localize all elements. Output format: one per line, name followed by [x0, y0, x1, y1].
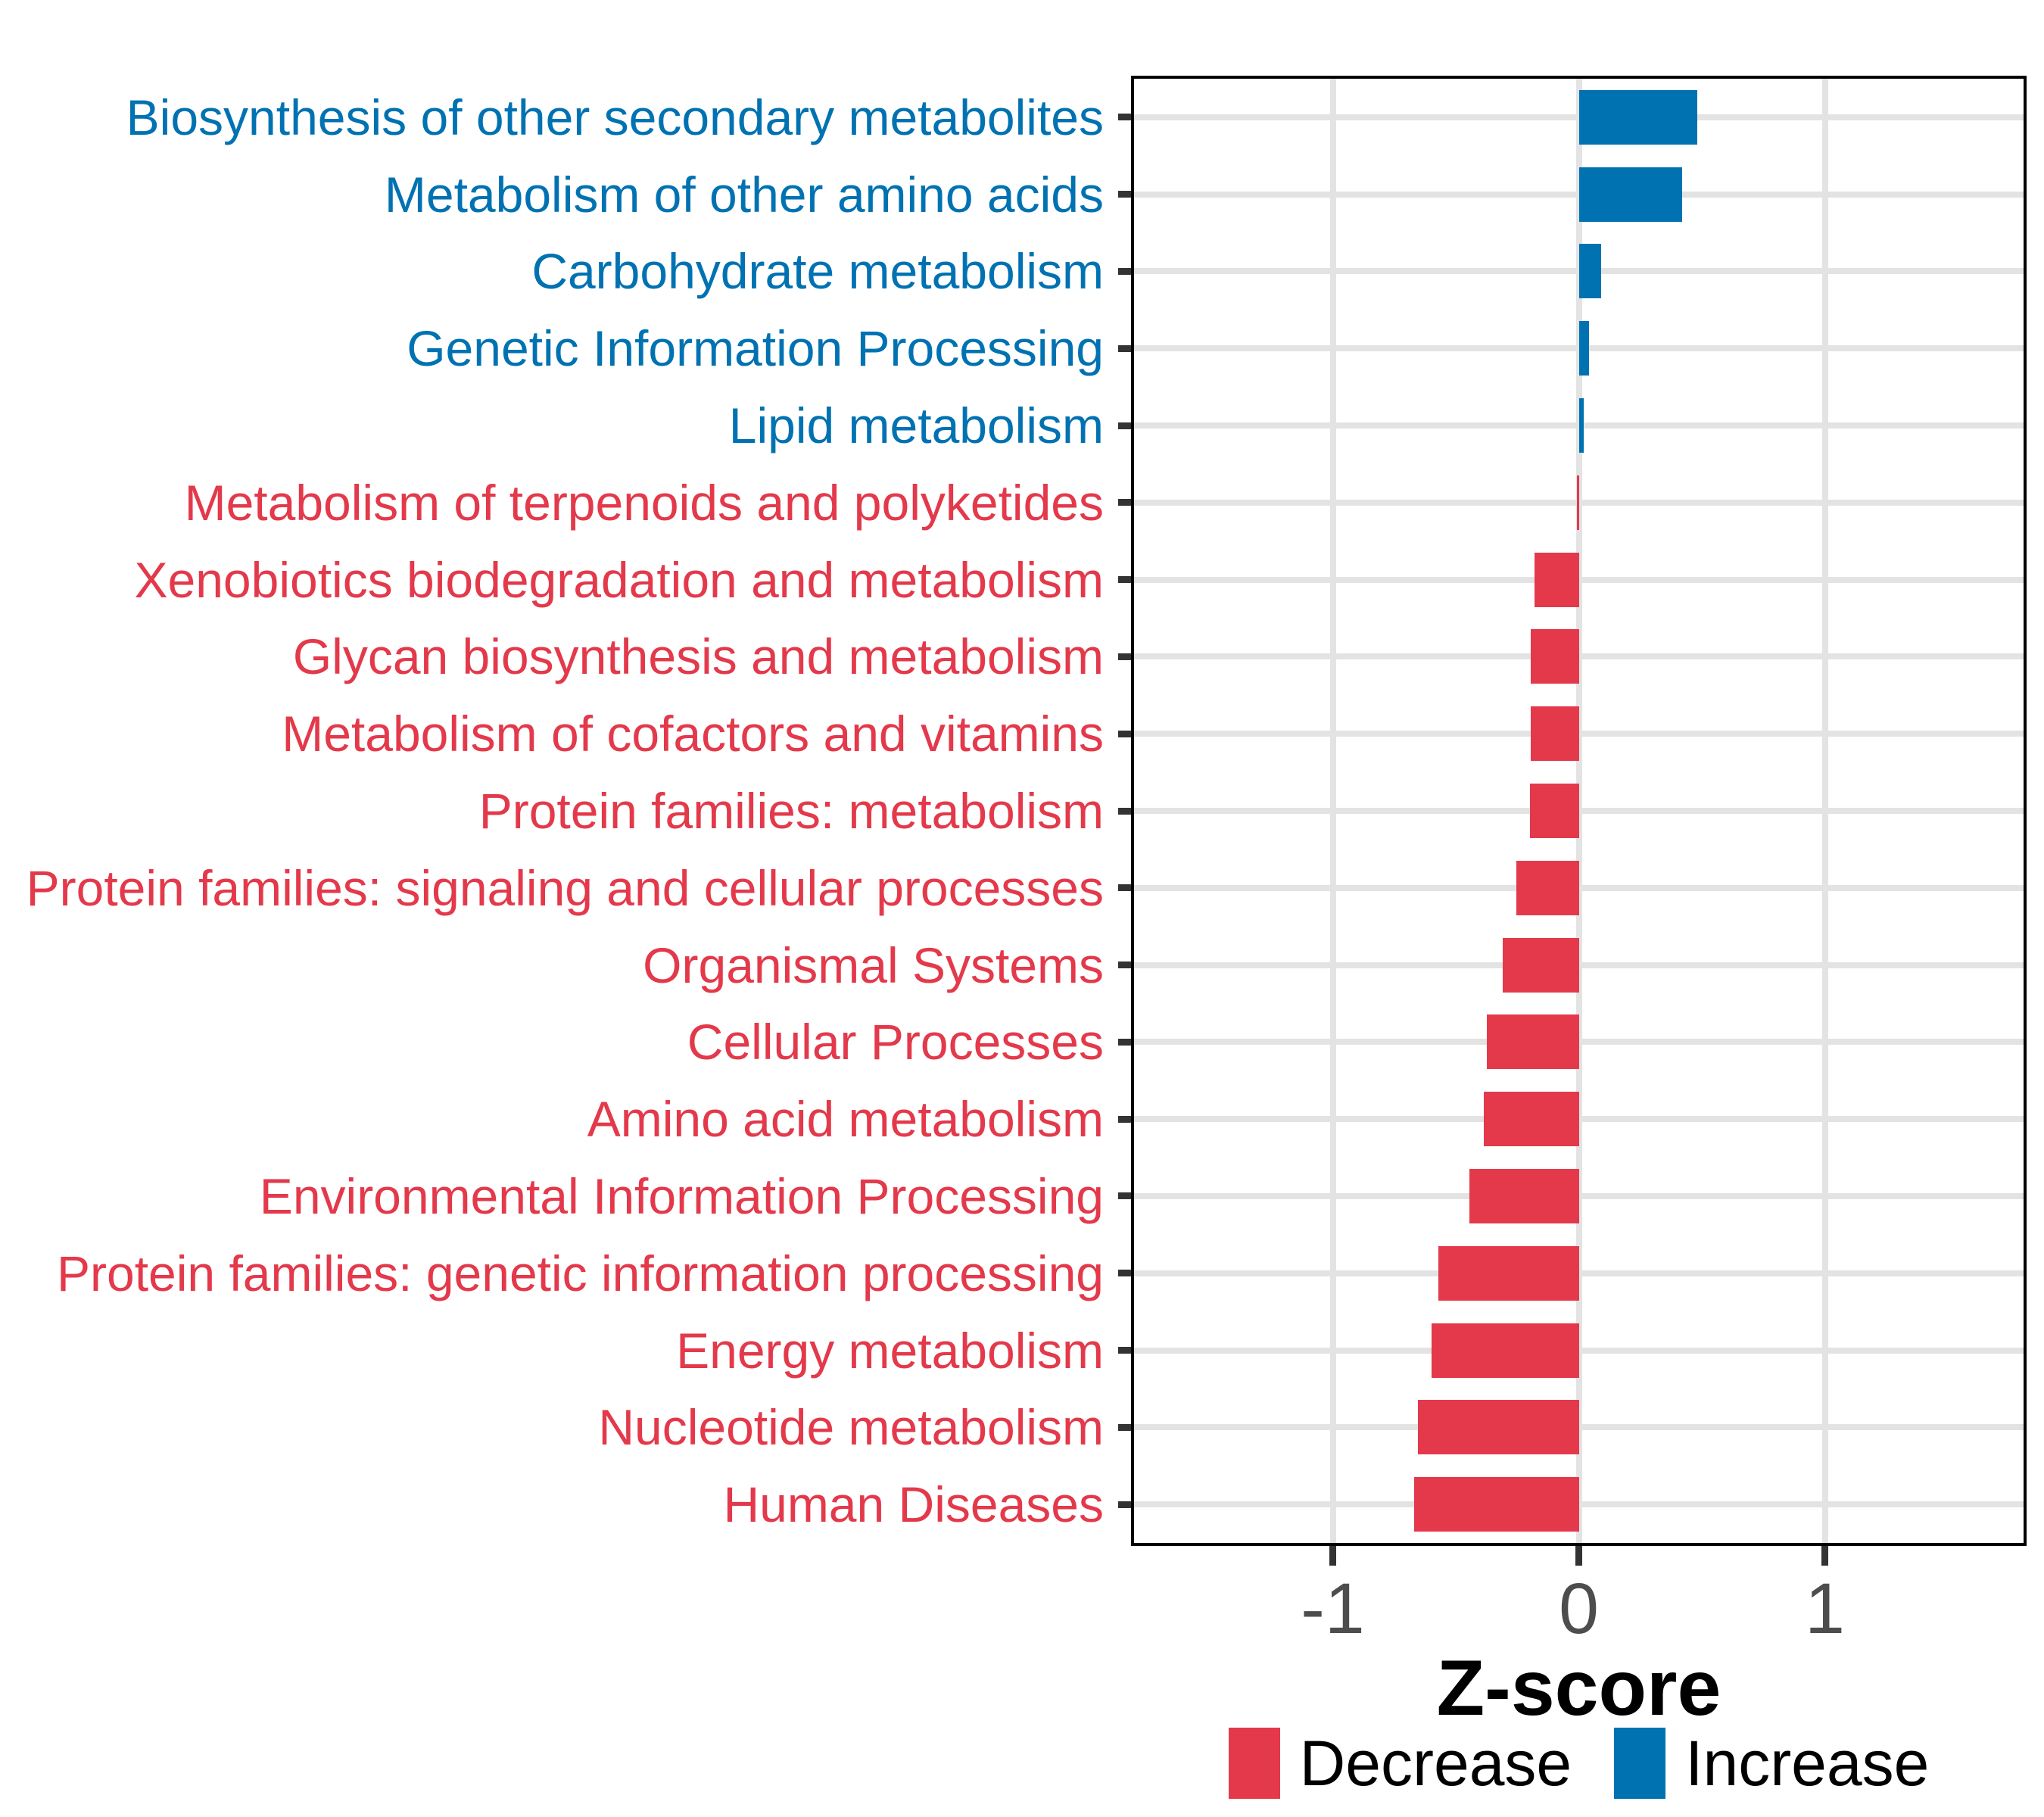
bar-increase [1578, 167, 1682, 222]
legend-label-increase: Increase [1685, 1728, 1930, 1799]
y-axis-label: Xenobiotics biodegradation and metabolis… [134, 551, 1105, 608]
y-axis-tick [1118, 961, 1131, 969]
y-gridline [1134, 731, 2024, 737]
y-axis-label: Protein families: metabolism [478, 783, 1104, 839]
bar-increase [1578, 321, 1589, 376]
y-axis-label: Amino acid metabolism [587, 1091, 1104, 1148]
y-axis-label: Lipid metabolism [728, 397, 1104, 454]
y-axis-label: Genetic Information Processing [407, 320, 1104, 377]
bar-decrease [1431, 1323, 1579, 1378]
y-axis-label: Protein families: signaling and cellular… [26, 859, 1104, 916]
y-gridline [1134, 1192, 2024, 1199]
y-gridline [1134, 961, 2024, 968]
y-axis-tick [1118, 1347, 1131, 1354]
bar-decrease [1469, 1168, 1579, 1223]
legend-item-increase: Increase [1614, 1728, 1929, 1799]
plot-panel [1131, 76, 2027, 1546]
x-axis-tick [1575, 1546, 1582, 1566]
y-axis-tick [1118, 344, 1131, 352]
y-axis-tick [1118, 576, 1131, 584]
y-axis-tick [1118, 191, 1131, 198]
bar-decrease [1516, 860, 1579, 915]
x-axis-title: Z-score [1436, 1644, 1722, 1732]
y-axis-label: Biosynthesis of other secondary metaboli… [126, 89, 1104, 145]
y-axis-tick [1118, 114, 1131, 121]
y-gridline [1134, 1501, 2024, 1508]
y-gridline [1134, 808, 2024, 814]
bar-decrease [1535, 552, 1579, 607]
y-axis-tick [1118, 499, 1131, 506]
decrease-color-swatch [1228, 1728, 1280, 1799]
y-gridline [1134, 576, 2024, 583]
y-axis-tick [1118, 1423, 1131, 1431]
y-axis-tick [1118, 422, 1131, 429]
bar-decrease [1529, 784, 1579, 838]
bar-increase [1578, 244, 1601, 299]
y-gridline [1134, 1347, 2024, 1354]
y-axis-label: Nucleotide metabolism [598, 1399, 1104, 1456]
x-tick-label: 0 [1559, 1569, 1599, 1649]
bar-decrease [1438, 1245, 1579, 1301]
x-tick-label: 1 [1805, 1569, 1845, 1649]
bar-increase [1578, 398, 1584, 453]
y-axis-tick [1118, 1270, 1131, 1277]
y-axis-label: Environmental Information Processing [259, 1167, 1104, 1224]
y-axis-tick [1118, 1501, 1131, 1508]
bar-decrease [1531, 629, 1579, 684]
y-axis-label: Cellular Processes [687, 1014, 1104, 1071]
y-axis-tick [1118, 653, 1131, 660]
y-gridline [1134, 499, 2024, 506]
y-axis-label: Metabolism of cofactors and vitamins [282, 706, 1104, 762]
y-axis-tick [1118, 1038, 1131, 1046]
bar-decrease [1486, 1014, 1579, 1070]
x-axis-tick [1821, 1546, 1828, 1566]
bar-decrease [1413, 1477, 1579, 1532]
bar-decrease [1576, 475, 1579, 530]
y-axis-label: Metabolism of terpenoids and polyketides [184, 474, 1104, 531]
y-axis-label: Protein families: genetic information pr… [56, 1245, 1104, 1301]
bar-decrease [1531, 706, 1579, 762]
y-axis-label: Carbohydrate metabolism [531, 243, 1104, 300]
y-gridline [1134, 1039, 2024, 1046]
y-axis-tick [1118, 807, 1131, 815]
y-axis-tick [1118, 730, 1131, 737]
bar-decrease [1417, 1400, 1579, 1455]
legend: Decrease Increase [1131, 1728, 2027, 1799]
y-gridline [1134, 884, 2024, 891]
y-gridline [1134, 653, 2024, 660]
y-gridline [1134, 1270, 2024, 1276]
y-axis-label: Human Diseases [723, 1476, 1104, 1533]
y-axis-label: Metabolism of other amino acids [384, 166, 1104, 223]
y-axis-label: Energy metabolism [676, 1322, 1104, 1379]
y-axis-tick [1118, 884, 1131, 892]
bar-decrease [1484, 1092, 1579, 1147]
bar-decrease [1502, 937, 1579, 993]
y-axis-label: Glycan biosynthesis and metabolism [292, 628, 1104, 685]
x-axis-tick [1329, 1546, 1336, 1566]
legend-label-decrease: Decrease [1299, 1728, 1572, 1799]
increase-color-swatch [1614, 1728, 1666, 1799]
y-axis-tick [1118, 1115, 1131, 1123]
y-axis-label: Organismal Systems [643, 937, 1104, 993]
legend-item-decrease: Decrease [1228, 1728, 1572, 1799]
y-gridline [1134, 1424, 2024, 1431]
bar-increase [1578, 89, 1697, 145]
y-gridline [1134, 1116, 2024, 1123]
x-tick-label: -1 [1301, 1569, 1365, 1649]
y-axis-tick [1118, 1192, 1131, 1200]
y-axis-tick [1118, 267, 1131, 275]
